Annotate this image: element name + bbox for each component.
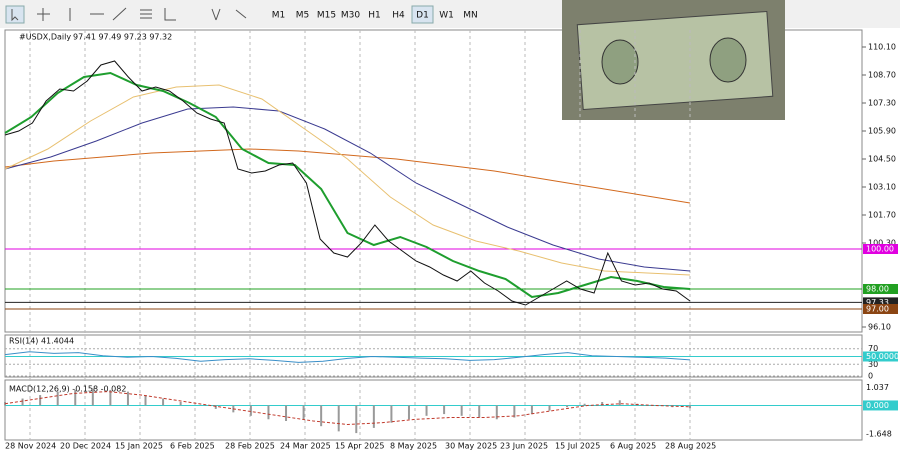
rsi-title: RSI(14) 41.4044 bbox=[9, 337, 74, 346]
price-level-box bbox=[863, 284, 898, 294]
chart-quote: 97.41 97.49 97.23 97.32 bbox=[73, 33, 172, 42]
x-tick-label: 23 Jun 2025 bbox=[500, 442, 548, 451]
series-line bbox=[4, 106, 691, 272]
rsi-tick-label: 30 bbox=[868, 360, 878, 369]
x-tick-label: 28 Aug 2025 bbox=[665, 442, 716, 451]
timeframe-button[interactable]: W1 bbox=[439, 11, 454, 21]
x-tick-label: 6 Feb 2025 bbox=[170, 442, 215, 451]
y-tick-label: 107.30 bbox=[868, 99, 896, 108]
y-tick-label: 108.70 bbox=[868, 71, 896, 80]
price-level-label: 98.00 bbox=[866, 285, 889, 294]
macd-tick-label: 1.037 bbox=[866, 383, 889, 392]
series-line bbox=[4, 84, 691, 276]
series-line bbox=[4, 71, 691, 299]
price-level-box bbox=[863, 244, 898, 254]
timeframe-button[interactable]: H1 bbox=[368, 11, 381, 21]
y-tick-label: 105.90 bbox=[868, 127, 896, 136]
y-tick-label: 100.30 bbox=[868, 239, 896, 248]
macd-signal bbox=[4, 391, 691, 426]
chart-title: #USDX,Daily bbox=[19, 33, 71, 42]
main-panel bbox=[4, 29, 863, 333]
rsi-level-box bbox=[863, 351, 898, 362]
timeframe-button[interactable]: H4 bbox=[392, 11, 405, 21]
y-tick-label: 110.10 bbox=[868, 43, 896, 52]
x-tick-label: 30 May 2025 bbox=[445, 442, 497, 451]
price-level-box bbox=[863, 297, 898, 308]
rsi-tick-label: 70 bbox=[868, 344, 878, 353]
y-tick-label: 96.10 bbox=[868, 323, 891, 332]
y-tick-label: 104.50 bbox=[868, 155, 896, 164]
drawing-tools[interactable] bbox=[5, 5, 247, 24]
price-level-label: 100.00 bbox=[866, 245, 894, 254]
timeframe-button[interactable]: MN bbox=[463, 11, 478, 21]
series-line bbox=[4, 60, 691, 306]
macd-tick-label: -1.648 bbox=[866, 429, 892, 438]
rsi-tick-label: 0 bbox=[868, 372, 873, 381]
timeframe-button[interactable]: D1 bbox=[416, 11, 429, 21]
timeframe-button[interactable]: M1 bbox=[272, 11, 286, 21]
timeframe-button[interactable]: M5 bbox=[296, 11, 310, 21]
series-line bbox=[4, 148, 691, 204]
x-tick-label: 6 Aug 2025 bbox=[610, 442, 656, 451]
macd-zero-box bbox=[863, 400, 898, 411]
price-level-label: 97.33 bbox=[866, 298, 889, 307]
timeframe-button[interactable]: M15 bbox=[317, 11, 336, 21]
y-tick-label: 101.70 bbox=[868, 211, 896, 220]
price-level-label: 97.00 bbox=[866, 305, 889, 314]
price-level-box bbox=[863, 304, 898, 314]
macd-panel bbox=[4, 379, 863, 441]
macd-tick-label: 0.000 bbox=[866, 401, 889, 410]
x-tick-label: 24 Mar 2025 bbox=[280, 442, 331, 451]
rsi-level-label: 50.0000 bbox=[866, 352, 899, 361]
x-tick-label: 28 Feb 2025 bbox=[225, 442, 275, 451]
x-tick-label: 15 Jan 2025 bbox=[115, 442, 163, 451]
timeframe-button-bg[interactable] bbox=[411, 5, 434, 24]
macd-title: MACD(12,26,9) -0.158 -0.082 bbox=[9, 385, 126, 394]
rsi-line bbox=[4, 351, 691, 363]
x-tick-label: 15 Jul 2025 bbox=[555, 442, 600, 451]
x-tick-label: 15 Apr 2025 bbox=[335, 442, 384, 451]
x-tick-label: 28 Nov 2024 bbox=[5, 442, 56, 451]
timeframe-button[interactable]: M30 bbox=[341, 11, 360, 21]
y-tick-label: 103.10 bbox=[868, 183, 896, 192]
x-tick-label: 8 May 2025 bbox=[390, 442, 437, 451]
x-tick-label: 20 Dec 2024 bbox=[60, 442, 111, 451]
news-image bbox=[562, 0, 785, 120]
